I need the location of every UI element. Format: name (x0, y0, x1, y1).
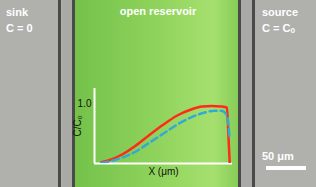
html-text:C = 0: C = 0 (6, 22, 33, 34)
svg-text:1.0: 1.0 (78, 98, 92, 109)
svg-text:X (μm): X (μm) (148, 166, 178, 177)
svg-text:C/Cₒ: C/Cₒ (72, 115, 83, 136)
html-text:sink: sink (6, 6, 28, 18)
html-text:source: source (262, 6, 299, 18)
html-text:open reservoir: open reservoir (119, 5, 197, 17)
html-text:50 μm: 50 μm (262, 150, 294, 162)
html-text:C = Cₒ: C = Cₒ (262, 22, 295, 34)
